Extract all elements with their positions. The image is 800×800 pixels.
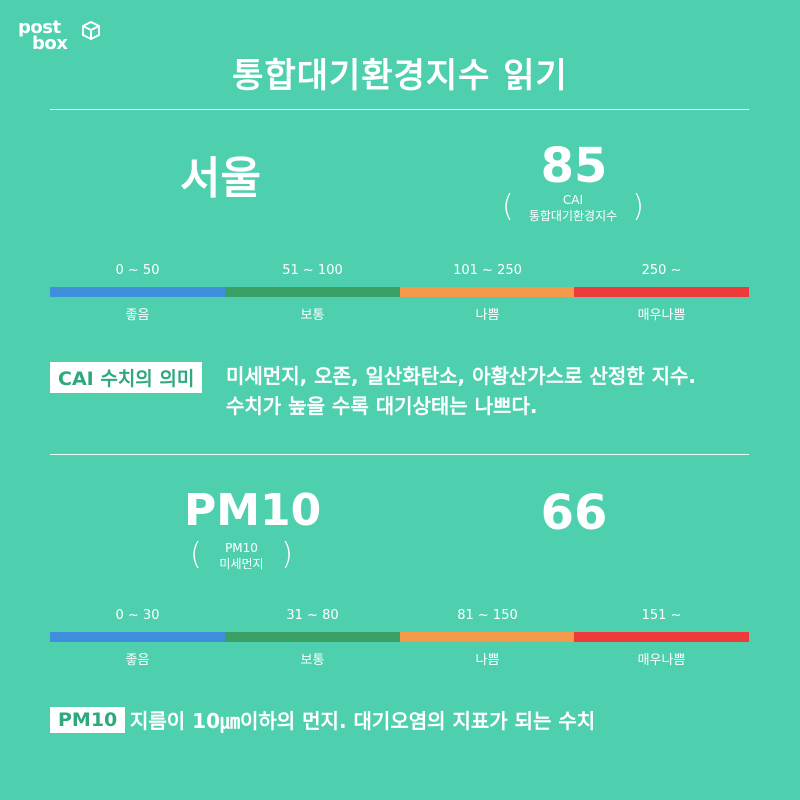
pm10-bar-bad (400, 632, 575, 642)
pm10-bar-normal (225, 632, 400, 642)
pm10-range-1: 31 ~ 80 (286, 608, 339, 623)
paren-left: ( (502, 189, 514, 224)
logo-text-line1: post (18, 17, 61, 38)
postbox-logo: post box (18, 17, 108, 60)
pm10-label-line2: 미세먼지 (219, 557, 264, 571)
cai-label: ( CAI 통합대기환경지수 ) (498, 192, 648, 232)
pm10-name: PM10 (184, 485, 322, 536)
cai-grade-2: 나쁨 (475, 308, 500, 323)
cai-range-2: 101 ~ 250 (453, 263, 522, 278)
cai-label-line2: 통합대기환경지수 (528, 209, 618, 223)
paren-right: ) (281, 537, 293, 572)
pm10-grade-3: 매우나쁨 (637, 653, 686, 668)
cai-grade-0: 좋음 (125, 308, 150, 323)
cai-range-0: 0 ~ 50 (115, 263, 160, 278)
pm10-grade-2: 나쁨 (475, 653, 500, 668)
pm10-label: ( PM10 미세먼지 ) (184, 540, 299, 580)
cai-bar-good (50, 287, 225, 297)
cai-desc-line1: 미세먼지, 오존, 일산화탄소, 아황산가스로 산정한 지수. (226, 364, 697, 388)
logo-text-line2: box (32, 33, 68, 54)
box-icon (82, 21, 100, 40)
pm10-bar-very-bad (574, 632, 749, 642)
cai-meaning-tag: CAI 수치의 의미 (50, 362, 203, 393)
pm10-grade-0: 좋음 (125, 653, 150, 668)
cai-desc-line2: 수치가 높을 수록 대기상태는 나쁘다. (226, 394, 538, 418)
pm10-label-line1: PM10 (225, 541, 258, 555)
pm10-desc: 지름이 10㎛이하의 먼지. 대기오염의 지표가 되는 수치 (130, 709, 596, 733)
cai-label-line1: CAI (562, 193, 584, 207)
city-name: 서울 (180, 153, 261, 204)
cai-bar-very-bad (574, 287, 749, 297)
pm10-range-2: 81 ~ 150 (457, 608, 518, 623)
pm10-range-3: 151 ~ (641, 608, 682, 623)
paren-left: ( (190, 537, 202, 572)
cai-grade-1: 보통 (300, 308, 325, 323)
cai-value: 85 (540, 138, 608, 194)
divider-middle (50, 454, 749, 455)
divider-top (50, 109, 749, 110)
pm10-bar-good (50, 632, 225, 642)
paren-right: ) (632, 189, 644, 224)
pm10-value: 66 (540, 485, 608, 541)
cai-range-1: 51 ~ 100 (282, 263, 343, 278)
pm10-grade-1: 보통 (300, 653, 325, 668)
pm10-meaning-tag: PM10 (50, 707, 126, 733)
pm10-range-0: 0 ~ 30 (115, 608, 160, 623)
cai-range-3: 250 ~ (641, 263, 682, 278)
cai-grade-3: 매우나쁨 (637, 308, 686, 323)
cai-bar-bad (400, 287, 575, 297)
page-title: 통합대기환경지수 읽기 (232, 56, 568, 96)
cai-bar-normal (225, 287, 400, 297)
